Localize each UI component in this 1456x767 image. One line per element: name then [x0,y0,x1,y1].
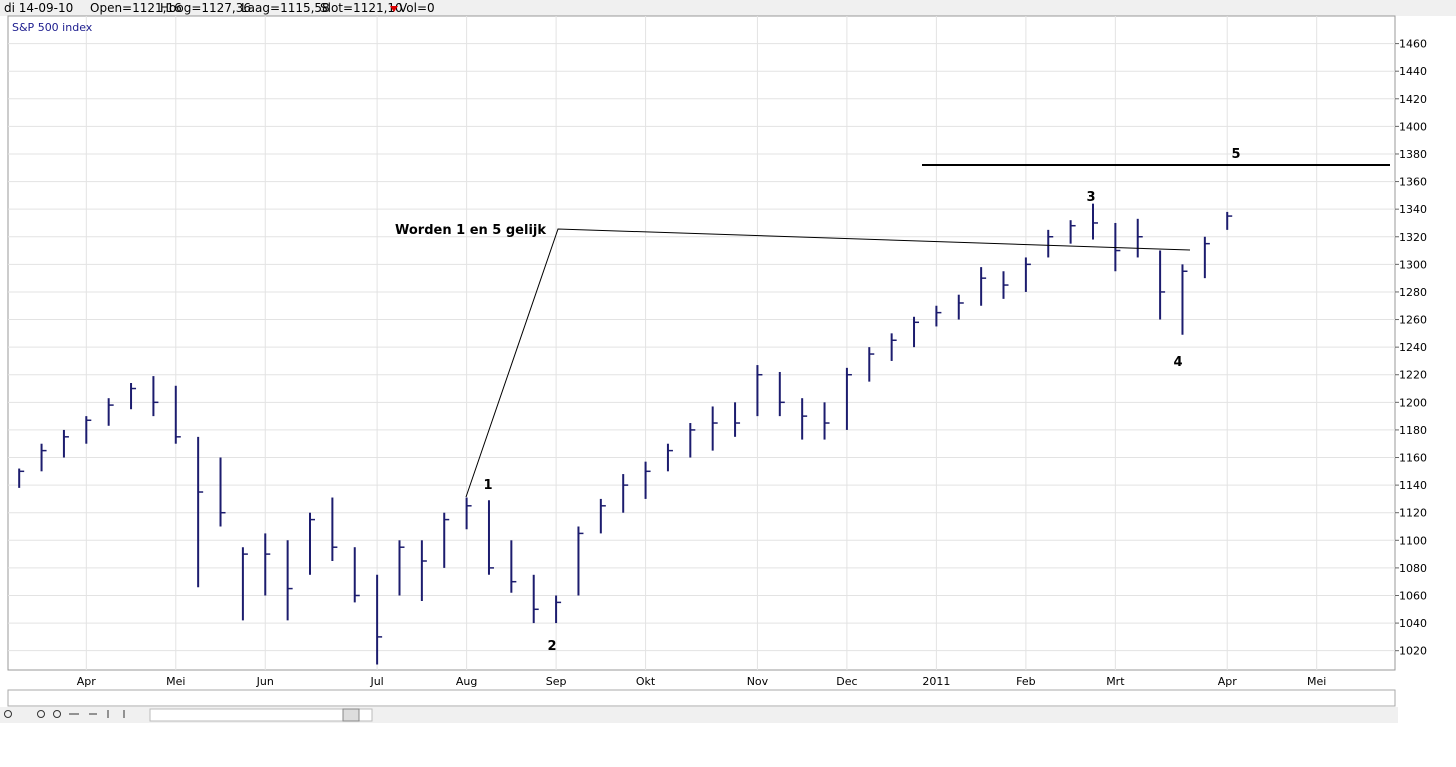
zoom-out-icon[interactable] [53,710,61,718]
x-tick-label: Jul [369,675,383,688]
x-tick-label: Jun [256,675,274,688]
zoom-icon[interactable] [4,710,12,718]
y-tick-label: 1120 [1399,507,1427,520]
y-tick-label: 1080 [1399,562,1427,575]
y-tick-label: 1200 [1399,396,1427,409]
info-low: Laag=1115,58 [241,1,330,15]
toolbar-icons [4,710,125,718]
y-tick-label: 1340 [1399,203,1427,216]
x-tick-label: Dec [836,675,857,688]
x-tick-label: Sep [546,675,567,688]
x-tick-label: Nov [747,675,769,688]
info-volume: Vol=0 [399,1,435,15]
y-tick-label: 1380 [1399,148,1427,161]
annotation: 2 [547,639,556,654]
x-tick-label: Aug [456,675,477,688]
info-date: di 14-09-10 [4,1,73,15]
x-tick-label: Apr [77,675,97,688]
legend: S&P 500 index [12,21,93,34]
info-open: Open=1121,16 [90,1,182,15]
scrollbar[interactable] [149,708,373,722]
y-tick-label: 1320 [1399,231,1427,244]
annotations: Worden 1 en 5 gelijk 1 2 3 4 5 [395,147,1241,654]
y-tick-label: 1440 [1399,65,1427,78]
x-tick-label: Feb [1016,675,1035,688]
y-tick-label: 1240 [1399,341,1427,354]
y-tick-label: 1180 [1399,424,1427,437]
annotation: 3 [1086,190,1095,205]
y-tick-label: 1220 [1399,369,1427,382]
grid [8,16,1395,670]
annotation: 1 [483,478,492,493]
y-tick-label: 1060 [1399,589,1427,602]
x-tick-label: Apr [1218,675,1238,688]
y-tick-label: 1460 [1399,38,1427,51]
x-tick-label: Mei [166,675,185,688]
pan-icons[interactable] [69,710,125,718]
down-arrow-icon [390,6,398,12]
y-tick-label: 1400 [1399,120,1427,133]
info-high: Hoog=1127,36 [160,1,251,15]
y-tick-label: 1260 [1399,314,1427,327]
y-tick-label: 1420 [1399,93,1427,106]
x-tick-label: Mrt [1106,675,1125,688]
annotation: Worden 1 en 5 gelijk [395,223,546,238]
x-tick-label: Mei [1307,675,1326,688]
y-tick-label: 1360 [1399,176,1427,189]
y-tick-label: 1300 [1399,258,1427,271]
x-tick-label: 2011 [922,675,950,688]
y-tick-label: 1280 [1399,286,1427,299]
scroll-track[interactable] [7,689,1396,707]
scroll-thumb[interactable] [342,708,360,722]
info-bar [0,0,1456,16]
y-tick-label: 1100 [1399,534,1427,547]
info-close: Slot=1121,10 [320,1,403,15]
annotation-line [465,228,1191,498]
bars [18,203,1233,665]
annotation: 5 [1231,147,1240,162]
zoom-in-icon[interactable] [37,710,45,718]
y-tick-label: 1040 [1399,617,1427,630]
y-tick-label: 1160 [1399,452,1427,465]
y-tick-label: 1020 [1399,645,1427,658]
annotation: 4 [1173,355,1182,370]
y-tick-label: 1140 [1399,479,1427,492]
plot-area [7,15,1396,671]
x-tick-label: Okt [636,675,656,688]
